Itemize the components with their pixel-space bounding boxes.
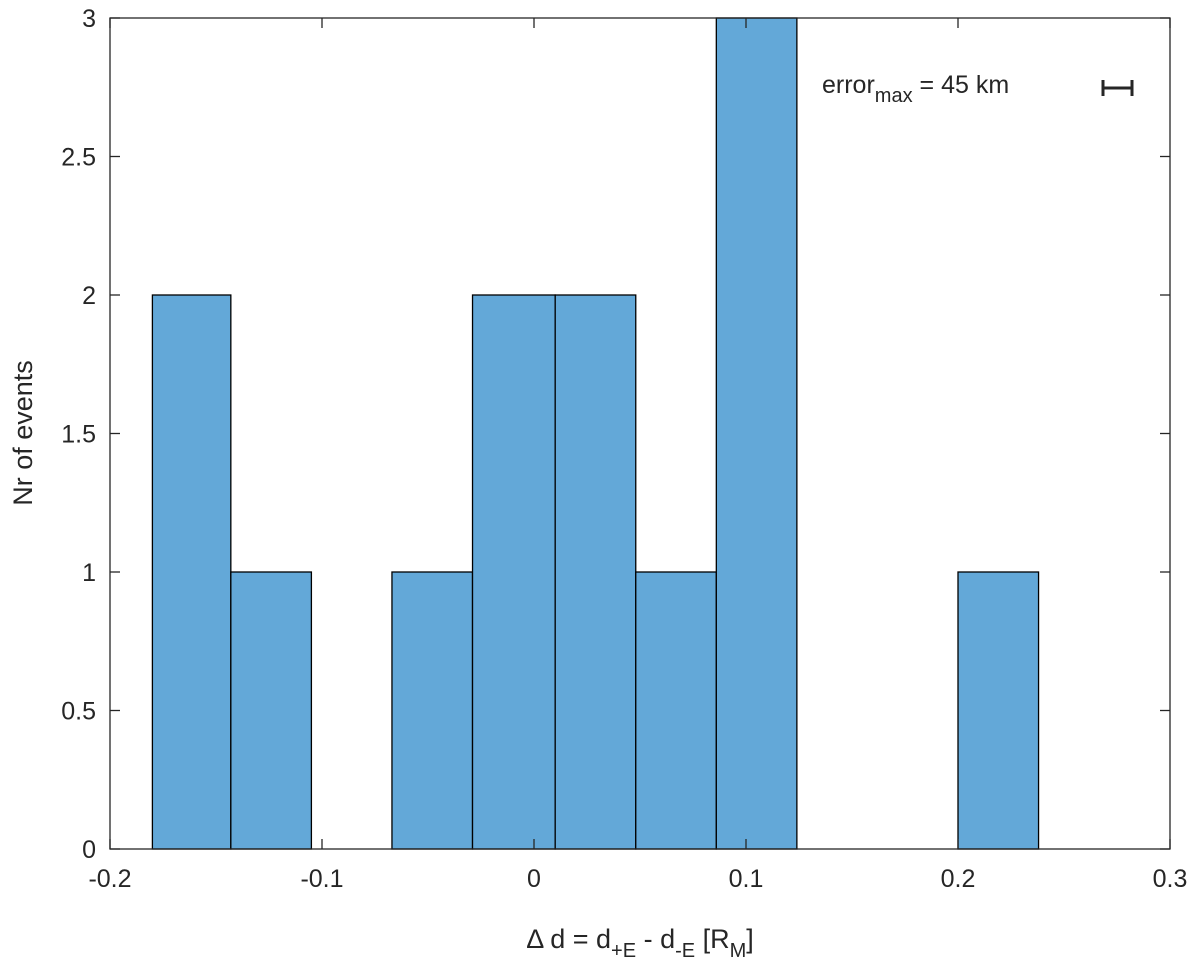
y-axis-label: Nr of events [8,360,38,506]
error-annotation-rest: = 45 km [913,71,1010,99]
y-tick-label: 2 [82,282,96,310]
x-tick-label: -0.2 [88,865,131,893]
x-label-sub1: +E [611,940,636,962]
error-annotation-sub: max [875,85,913,107]
x-label-part4: ] [746,924,754,954]
histogram-bar [151,294,232,850]
x-tick-label: 0 [527,865,541,893]
y-ticks-group: 0 0.5 1 1.5 2 2.5 3 [61,5,1170,864]
y-tick-label: 0 [82,836,96,864]
x-label-sub2: -E [675,940,695,962]
x-label-sub3: M [730,940,747,962]
x-ticks-group: -0.2 -0.1 0 0.1 0.2 0.3 [88,18,1187,893]
y-tick-label: 2.5 [61,144,96,172]
bars-group [151,17,1040,850]
histogram-bar [230,571,313,850]
histogram-bar [957,571,1040,850]
x-label-delta: Δ [526,924,544,954]
x-label-part2: - d [636,924,675,954]
y-tick-label: 3 [82,5,96,33]
histogram-bar [471,294,556,850]
x-tick-label: -0.1 [300,865,343,893]
y-tick-label: 1.5 [61,421,96,449]
error-annotation-base: error [822,71,875,99]
x-label-part3: [R [695,924,730,954]
error-bar-icon [1101,80,1134,96]
y-tick-label: 1 [82,559,96,587]
histogram-bar [715,17,798,850]
histogram-bar [554,294,637,850]
y-tick-label: 0.5 [61,698,96,726]
x-tick-label: 0.1 [729,865,764,893]
histogram-bar [635,571,717,850]
x-label-part1: d = d [543,924,611,954]
error-annotation: errormax = 45 km [822,71,1009,107]
x-tick-label: 0.2 [941,865,976,893]
x-tick-label: 0.3 [1153,865,1188,893]
x-axis-label: Δ d = d+E - d-E [RM] [526,924,754,962]
histogram-bar [391,571,474,850]
